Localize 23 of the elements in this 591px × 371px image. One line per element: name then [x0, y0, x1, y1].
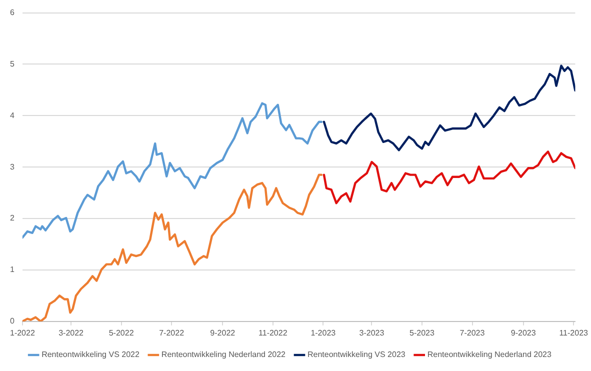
x-tick-label: 5-2023: [410, 328, 435, 338]
y-tick-label: 4: [10, 110, 15, 120]
x-tick-label: 3-2023: [359, 328, 385, 338]
legend-label: Renteontwikkeling Nederland 2023: [427, 350, 552, 360]
x-tick-label: 9-2022: [210, 328, 236, 338]
y-tick-label: 0: [10, 316, 15, 326]
legend-label: Renteontwikkeling Nederland 2022: [161, 350, 286, 360]
x-tick-label: 7-2022: [159, 328, 185, 338]
x-tick-label: 1-2022: [10, 328, 36, 338]
x-tick-label: 5-2022: [108, 328, 134, 338]
x-tick-label: 11-2023: [559, 328, 589, 338]
y-tick-label: 6: [10, 8, 15, 18]
x-tick-label: 9-2023: [510, 328, 536, 338]
x-tick-label: 1-2023: [310, 328, 336, 338]
x-tick-label: 3-2022: [58, 328, 84, 338]
legend-label: Renteontwikkeling VS 2023: [308, 350, 406, 360]
x-tick-label: 7-2023: [460, 328, 486, 338]
y-tick-label: 2: [10, 214, 15, 223]
y-tick-label: 1: [10, 265, 15, 274]
y-tick-label: 5: [10, 59, 15, 68]
y-tick-label: 3: [10, 162, 15, 172]
x-tick-label: 11-2022: [258, 328, 288, 338]
legend-label: Renteontwikkeling VS 2022: [42, 350, 140, 360]
